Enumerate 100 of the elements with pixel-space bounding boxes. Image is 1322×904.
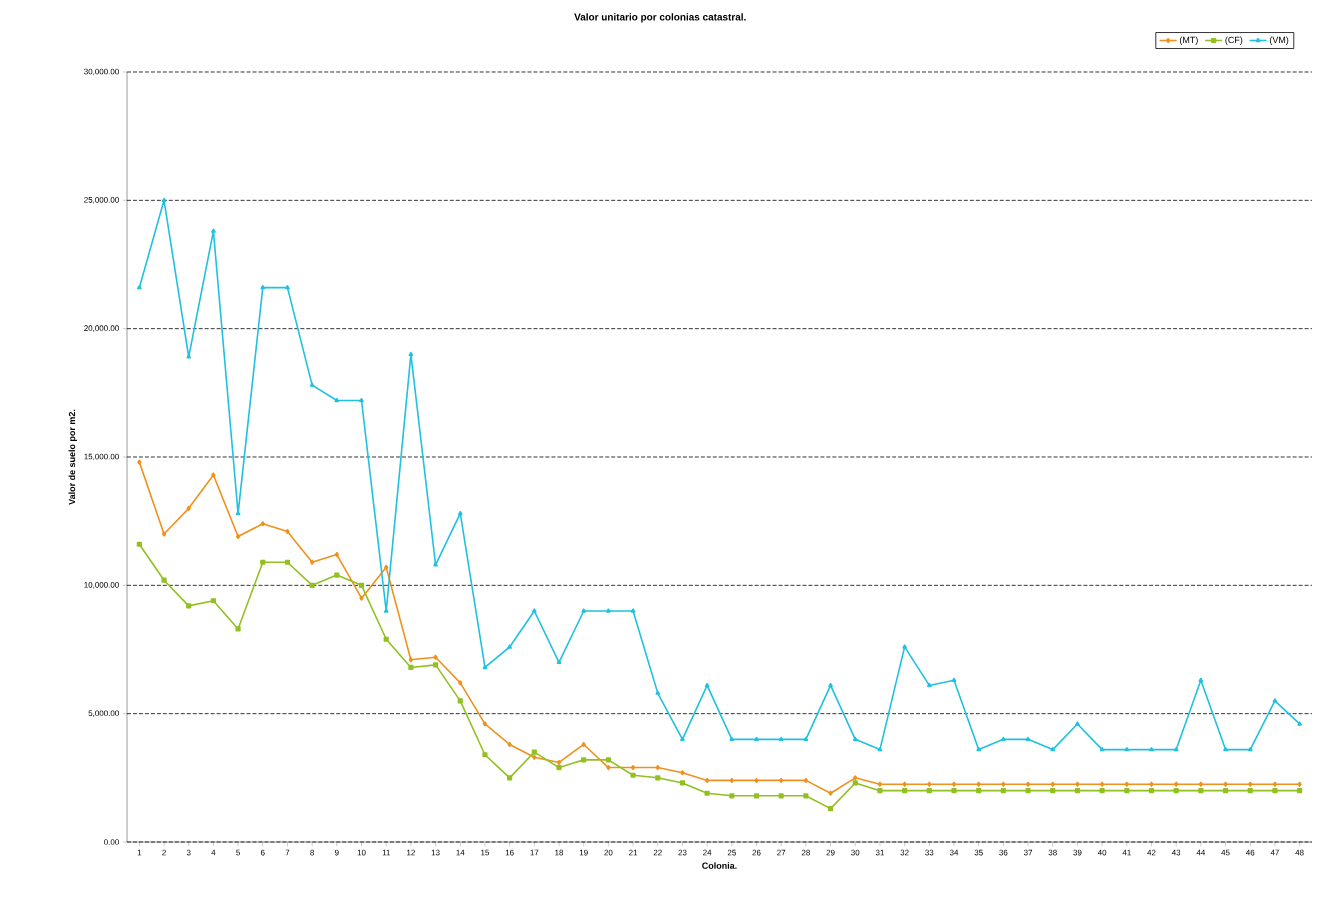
point bbox=[1248, 781, 1253, 787]
point bbox=[1272, 781, 1278, 787]
point bbox=[556, 764, 562, 771]
point bbox=[655, 690, 661, 695]
point bbox=[754, 777, 759, 783]
point bbox=[902, 644, 907, 649]
legend-label: (MT) bbox=[1179, 36, 1198, 45]
x-axis-title: Colonia. bbox=[702, 862, 737, 869]
point bbox=[1173, 788, 1179, 794]
point bbox=[926, 788, 932, 794]
point bbox=[630, 772, 636, 778]
point bbox=[704, 777, 710, 783]
point bbox=[729, 777, 734, 783]
point bbox=[1198, 677, 1204, 682]
point bbox=[1050, 788, 1056, 794]
point bbox=[433, 562, 438, 567]
point bbox=[507, 644, 512, 649]
point bbox=[655, 764, 660, 771]
point bbox=[1223, 781, 1228, 787]
point bbox=[655, 775, 661, 781]
point bbox=[1000, 788, 1006, 794]
point bbox=[951, 788, 957, 794]
point bbox=[211, 472, 216, 478]
point bbox=[432, 662, 439, 668]
point bbox=[1099, 747, 1105, 752]
point bbox=[334, 551, 339, 558]
point bbox=[803, 736, 809, 742]
point bbox=[384, 564, 389, 570]
point bbox=[927, 781, 932, 787]
point bbox=[606, 764, 611, 771]
point bbox=[852, 780, 858, 786]
point bbox=[1174, 781, 1179, 787]
point bbox=[1099, 781, 1105, 787]
point bbox=[408, 351, 414, 357]
point bbox=[285, 285, 290, 290]
point bbox=[853, 775, 858, 781]
point bbox=[136, 541, 142, 547]
point bbox=[1198, 788, 1204, 794]
chart-title: Valor unitario por colonias catastral. bbox=[574, 13, 746, 23]
point bbox=[606, 608, 611, 613]
point bbox=[507, 741, 512, 748]
point bbox=[482, 752, 488, 758]
point bbox=[1222, 788, 1229, 794]
point bbox=[951, 781, 957, 787]
point bbox=[581, 608, 587, 613]
point bbox=[902, 781, 907, 787]
point bbox=[1272, 698, 1278, 703]
point bbox=[235, 626, 241, 632]
point bbox=[1025, 781, 1031, 787]
point bbox=[136, 285, 142, 290]
point bbox=[976, 788, 982, 794]
point bbox=[1001, 736, 1006, 742]
point bbox=[1050, 747, 1056, 752]
point bbox=[408, 657, 414, 663]
point bbox=[976, 747, 982, 752]
point bbox=[334, 397, 340, 403]
point bbox=[605, 757, 611, 763]
point bbox=[284, 559, 291, 565]
point bbox=[852, 736, 858, 742]
point bbox=[1148, 788, 1155, 794]
point bbox=[186, 354, 192, 359]
point bbox=[161, 197, 167, 203]
point bbox=[951, 677, 957, 682]
point bbox=[1247, 788, 1253, 794]
point bbox=[1074, 788, 1081, 794]
point bbox=[309, 582, 315, 588]
point bbox=[902, 788, 908, 794]
point bbox=[630, 608, 636, 613]
point bbox=[1050, 781, 1055, 787]
point bbox=[1272, 788, 1278, 794]
point bbox=[779, 777, 784, 783]
point bbox=[161, 577, 167, 583]
point bbox=[778, 736, 784, 742]
point bbox=[186, 505, 191, 511]
point bbox=[1149, 747, 1154, 752]
point bbox=[235, 510, 241, 516]
point bbox=[458, 680, 463, 686]
point bbox=[704, 790, 710, 796]
point bbox=[1075, 781, 1080, 787]
point bbox=[260, 559, 266, 565]
point bbox=[926, 682, 932, 688]
point bbox=[1075, 721, 1080, 726]
point bbox=[260, 521, 265, 527]
point bbox=[1297, 781, 1302, 787]
point bbox=[1124, 747, 1130, 752]
point bbox=[408, 664, 414, 671]
point bbox=[803, 793, 809, 799]
point bbox=[976, 781, 981, 787]
point bbox=[1223, 747, 1228, 752]
y-axis-title: Valor de suelo por m2. bbox=[68, 409, 77, 505]
point bbox=[532, 754, 537, 760]
point bbox=[507, 775, 513, 781]
point bbox=[531, 608, 537, 613]
point bbox=[310, 559, 315, 565]
point bbox=[753, 793, 760, 799]
point bbox=[729, 736, 735, 742]
point bbox=[531, 749, 537, 755]
point bbox=[1297, 721, 1302, 726]
point bbox=[581, 741, 586, 748]
point bbox=[679, 780, 686, 786]
